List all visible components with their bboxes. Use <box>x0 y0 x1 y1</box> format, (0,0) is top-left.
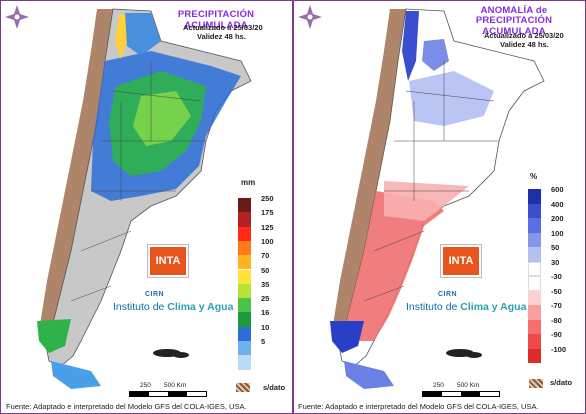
compass-rose-icon <box>298 5 322 29</box>
right-legend-swatch <box>528 203 541 218</box>
footer-source-left: Fuente: Adaptado e interpretado del Mode… <box>6 402 247 411</box>
right-legend-label: -30 <box>551 272 562 281</box>
right-legend-label: 50 <box>551 243 560 252</box>
footer-source-right: Fuente: Adaptado e interpretado del Mode… <box>298 402 539 411</box>
cirn-logo-text: CIRN <box>438 291 458 298</box>
scale-label-500: 500 Km <box>457 382 480 389</box>
right-title-line1: ANOMALÍA de <box>480 5 548 16</box>
panel-divider <box>292 0 294 414</box>
left-legend-label: 125 <box>261 222 274 232</box>
province-boundaries <box>70 61 206 302</box>
anomaly-map <box>298 5 545 389</box>
left-legend-swatch <box>238 298 251 313</box>
right-validity: Validez 48 hs. <box>500 40 549 49</box>
right-legend-label: -70 <box>551 301 562 310</box>
left-legend-label: 250 <box>261 194 274 203</box>
left-legend-swatch <box>238 283 251 299</box>
left-validity: Validez 48 hs. <box>197 32 246 41</box>
right-legend-swatch <box>528 290 541 305</box>
right-nodata-label: s/dato <box>550 378 573 387</box>
right-legend-swatch <box>528 189 541 204</box>
right-legend-swatch <box>528 276 541 291</box>
anomaly-zone-red <box>344 191 444 341</box>
precip-zone-south-green <box>37 319 71 353</box>
right-legend-swatch <box>528 334 541 349</box>
left-legend-swatch <box>238 198 251 213</box>
right-legend-label: -80 <box>551 315 562 325</box>
left-legend-label: 35 <box>261 279 270 289</box>
left-legend-swatch <box>238 312 251 327</box>
right-legend-swatch <box>528 247 541 262</box>
institute-name-left: Instituto de Clima y Agua <box>113 301 234 313</box>
left-legend-label: 100 <box>261 236 274 246</box>
institute-name-right: Instituto de Clima y Agua <box>406 301 527 313</box>
right-legend-swatch <box>528 232 541 247</box>
left-legend-swatch <box>238 341 251 356</box>
right-legend-swatch <box>528 261 541 276</box>
left-nodata-swatch <box>236 383 250 392</box>
chile-nodata-region <box>332 9 406 341</box>
right-legend-label: 600 <box>551 185 564 194</box>
right-legend-label: -100 <box>551 344 567 354</box>
left-legend-swatch <box>238 269 251 284</box>
anomaly-zone-south-blue <box>330 321 364 353</box>
scale-bar <box>129 391 207 397</box>
left-legend-label: 70 <box>261 251 270 261</box>
scale-label-250: 250 <box>433 382 444 389</box>
scale-label-250: 250 <box>140 382 151 389</box>
left-legend-swatch <box>238 212 251 227</box>
right-legend-swatch <box>528 348 541 363</box>
right-legend-label: 400 <box>551 199 564 209</box>
precip-zone-lightgreen <box>133 91 191 146</box>
right-nodata-swatch <box>529 379 543 388</box>
scale-bar <box>422 391 500 397</box>
left-nodata-label: s/dato <box>263 383 286 392</box>
inta-logo: INTA <box>441 245 481 277</box>
left-legend-label: 10 <box>261 322 270 332</box>
anomaly-map-panel: ANOMALÍA de PRECIPITACIÓN ACUMULADA Actu… <box>294 1 584 399</box>
left-legend-swatch <box>238 226 251 241</box>
anomaly-zone-tdf-blue <box>344 361 394 389</box>
anomaly-zone-lightblue <box>409 71 494 126</box>
inta-logo: INTA <box>148 245 188 277</box>
right-title-line2: PRECIPITACIÓN ACUMULADA <box>475 15 553 37</box>
scale-label-500: 500 Km <box>164 382 187 389</box>
left-legend-swatch <box>238 240 251 256</box>
left-legend-label: 5 <box>261 337 266 346</box>
province-boundaries <box>363 61 499 302</box>
cirn-logo-text: CIRN <box>145 291 165 298</box>
left-title: PRECIPITACIÓN ACUMULADA <box>177 9 255 31</box>
chile-nodata-region <box>39 9 113 341</box>
left-updated: Actualizado a 25/03/20 <box>183 23 263 32</box>
right-legend-label: 30 <box>551 257 560 267</box>
right-updated: Actualizado a 25/03/20 <box>484 31 564 40</box>
precip-zone-yellow <box>115 13 129 59</box>
left-legend-label: 50 <box>261 265 270 275</box>
anomaly-zone-blue-east <box>422 39 449 71</box>
right-legend-swatch <box>528 305 541 320</box>
left-legend-swatch <box>238 355 251 370</box>
precip-zone-south-blue <box>51 361 101 389</box>
right-legend-unit: % <box>530 172 538 181</box>
footer: Fuente: Adaptado e interpretado del Mode… <box>0 400 586 414</box>
left-legend-label: 175 <box>261 208 274 218</box>
precipitation-map <box>5 5 252 389</box>
malvinas-islands <box>446 349 482 358</box>
right-legend-swatch <box>528 218 541 233</box>
anomaly-zone-blue-north <box>402 11 419 81</box>
right-legend-swatch <box>528 319 541 334</box>
right-legend-label: 100 <box>551 228 564 238</box>
precipitation-map-panel: PRECIPITACIÓN ACUMULADA Actualizado a 25… <box>1 1 291 399</box>
malvinas-islands <box>153 349 189 358</box>
right-legend-label: -90 <box>551 330 562 339</box>
left-legend-swatch <box>238 255 251 270</box>
left-legend-swatch <box>238 326 251 341</box>
left-legend-unit: mm <box>241 178 256 187</box>
right-legend-label: 200 <box>551 214 564 223</box>
left-legend-label: 25 <box>261 294 270 304</box>
precip-zone-north-blue <box>125 13 161 56</box>
compass-rose-icon <box>5 5 29 29</box>
right-legend-label: -50 <box>551 286 562 296</box>
left-legend-label: 16 <box>261 308 270 318</box>
